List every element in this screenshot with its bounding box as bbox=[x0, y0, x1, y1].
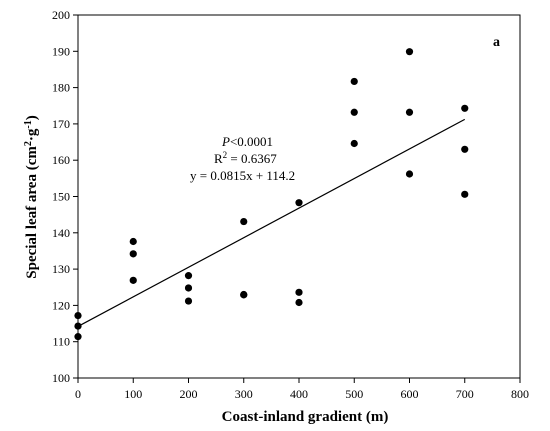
y-tick-label: 190 bbox=[52, 44, 70, 58]
x-tick-label: 600 bbox=[401, 387, 419, 401]
y-tick-label: 120 bbox=[52, 298, 70, 312]
data-point bbox=[461, 104, 469, 112]
y-tick-label: 160 bbox=[52, 153, 70, 167]
p-value-annotation: P<0.0001 bbox=[221, 134, 273, 149]
plot-area: 100 110 120 130 140 150 160 170 180 190 200 0 100 20… bbox=[52, 8, 529, 401]
y-tick-label: 130 bbox=[52, 262, 70, 276]
data-point bbox=[129, 250, 137, 258]
r-squared-annotation: R2 = 0.6367 bbox=[214, 150, 277, 166]
data-point bbox=[350, 77, 358, 86]
data-point bbox=[184, 272, 193, 280]
x-tick-label: 200 bbox=[180, 387, 198, 401]
data-point bbox=[405, 48, 414, 56]
data-point bbox=[184, 297, 193, 305]
data-point bbox=[129, 237, 137, 246]
y-axis-ticks: 100 110 120 130 140 150 160 170 180 190 200 bbox=[52, 8, 78, 385]
data-point bbox=[405, 108, 414, 116]
x-tick-label: 500 bbox=[345, 387, 363, 401]
x-tick-label: 700 bbox=[456, 387, 474, 401]
data-point bbox=[240, 291, 248, 299]
data-point bbox=[74, 311, 82, 320]
x-tick-label: 100 bbox=[124, 387, 142, 401]
data-point bbox=[295, 199, 303, 207]
y-tick-label: 170 bbox=[52, 117, 70, 131]
x-tick-label: 0 bbox=[75, 387, 81, 401]
plot-frame bbox=[77, 14, 521, 379]
y-tick-label: 200 bbox=[52, 8, 70, 22]
panel-label: a bbox=[493, 35, 500, 50]
data-point bbox=[184, 284, 193, 292]
data-point bbox=[461, 145, 469, 153]
data-point bbox=[350, 108, 358, 116]
data-point bbox=[350, 139, 358, 148]
y-tick-label: 140 bbox=[52, 226, 70, 240]
x-tick-label: 300 bbox=[235, 387, 253, 401]
y-tick-label: 180 bbox=[52, 81, 70, 95]
y-tick-label: 150 bbox=[52, 190, 70, 204]
data-point bbox=[295, 288, 303, 296]
x-tick-label: 400 bbox=[290, 387, 308, 401]
data-points bbox=[74, 48, 469, 341]
trendline bbox=[77, 118, 466, 327]
x-axis-title: Coast-inland gradient (m) bbox=[222, 409, 389, 425]
data-point bbox=[74, 322, 82, 330]
y-axis-title: Special leaf area (cm2·g-1) bbox=[23, 115, 41, 278]
regression-equation: y = 0.0815x + 114.2 bbox=[190, 168, 295, 183]
data-point bbox=[240, 217, 248, 226]
y-tick-label: 100 bbox=[52, 371, 70, 385]
data-point bbox=[461, 190, 469, 198]
data-point bbox=[405, 170, 414, 178]
y-tick-label: 110 bbox=[52, 335, 70, 349]
x-tick-label: 800 bbox=[511, 387, 529, 401]
x-axis-ticks: 0 100 200 300 400 500 600 700 800 bbox=[75, 378, 529, 401]
data-point bbox=[74, 333, 82, 341]
data-point bbox=[295, 298, 303, 307]
data-point bbox=[129, 276, 137, 284]
